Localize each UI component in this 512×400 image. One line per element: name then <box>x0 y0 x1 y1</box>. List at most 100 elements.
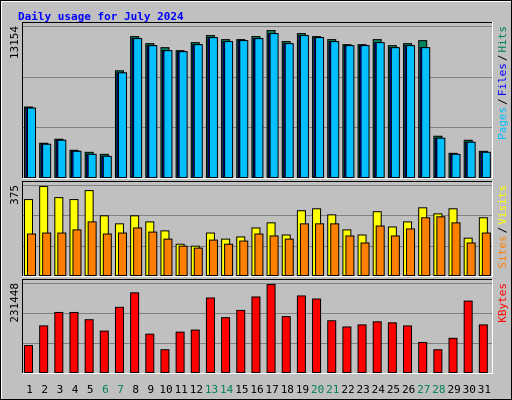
bar <box>315 37 325 179</box>
bar <box>357 324 367 373</box>
x-tick-label: 27 <box>417 383 430 396</box>
bar <box>148 45 158 178</box>
bar <box>327 320 337 374</box>
bar <box>133 227 143 276</box>
bar <box>281 316 291 373</box>
legend-separator: / <box>496 98 509 105</box>
x-tick-label: 12 <box>190 383 203 396</box>
bar <box>72 229 82 277</box>
x-tick-label: 26 <box>402 383 415 396</box>
bar <box>299 35 309 178</box>
bar <box>375 225 385 276</box>
bar <box>221 317 231 373</box>
bar <box>57 139 67 178</box>
bar <box>102 233 112 277</box>
chart-title: Daily usage for July 2024 <box>18 10 184 23</box>
bar <box>208 37 218 179</box>
bar <box>451 222 461 276</box>
bar <box>254 233 264 277</box>
legend-entry: Pages <box>496 107 509 140</box>
bar <box>117 72 127 178</box>
bar <box>69 311 79 373</box>
bar <box>102 155 112 179</box>
bar <box>448 337 458 374</box>
bar <box>178 245 188 277</box>
bar <box>463 300 473 373</box>
x-tick-label: 5 <box>87 383 94 396</box>
x-tick-label: 17 <box>266 383 279 396</box>
bar <box>239 240 249 276</box>
x-tick-label: 3 <box>57 383 64 396</box>
bar <box>451 153 461 178</box>
bar <box>390 235 400 277</box>
bar <box>130 292 140 373</box>
bar <box>372 321 382 373</box>
bar <box>360 45 370 178</box>
bar <box>433 349 443 374</box>
x-tick-label: 4 <box>72 383 79 396</box>
bar <box>54 311 64 373</box>
bar <box>99 330 109 373</box>
bar <box>190 329 200 373</box>
bar <box>87 153 97 178</box>
y-tick-label: 13154 <box>8 26 21 59</box>
x-tick-label: 29 <box>447 383 460 396</box>
bar <box>315 223 325 277</box>
bar <box>481 232 491 276</box>
bar <box>72 150 82 179</box>
legend-entry: Hits <box>496 26 509 53</box>
x-tick-label: 9 <box>148 383 155 396</box>
bar <box>39 325 49 374</box>
bar <box>330 41 340 179</box>
bar <box>466 141 476 179</box>
x-tick-label: 16 <box>250 383 263 396</box>
y-tick-label: 231448 <box>8 283 21 323</box>
legend-entry: Sites <box>496 235 509 268</box>
bar <box>24 345 33 374</box>
bar <box>160 349 170 374</box>
x-tick-label: 24 <box>372 383 386 396</box>
legend: KBytes <box>496 283 509 323</box>
bar <box>406 45 416 178</box>
bar <box>114 306 124 374</box>
bar <box>57 232 67 276</box>
bar <box>239 40 249 179</box>
bar <box>406 228 416 276</box>
x-tick-label: 13 <box>205 383 218 396</box>
bar <box>224 41 234 179</box>
y-tick-label: 375 <box>8 185 21 205</box>
bar <box>42 143 52 178</box>
bar <box>284 43 294 178</box>
bar <box>269 235 279 277</box>
bar <box>421 217 431 277</box>
bar <box>251 296 261 374</box>
bar <box>148 231 158 276</box>
bar <box>330 223 340 277</box>
bar <box>345 45 355 178</box>
legend-separator: / <box>496 227 509 234</box>
bar <box>284 238 294 276</box>
bar <box>205 297 215 373</box>
bar <box>418 341 428 373</box>
legend-entry: Visits <box>496 185 509 225</box>
legend-separator: / <box>496 55 509 62</box>
x-tick-label: 15 <box>235 383 248 396</box>
bar <box>481 151 491 178</box>
bar <box>133 38 143 178</box>
bar <box>390 47 400 178</box>
legend: Sites/ Visits <box>496 185 509 269</box>
bar <box>163 50 173 178</box>
bar <box>145 333 155 373</box>
bar <box>269 33 279 179</box>
x-tick-label: 25 <box>387 383 400 396</box>
bar <box>375 42 385 178</box>
x-tick-label: 19 <box>296 383 309 396</box>
legend: Pages/Files/Hits <box>496 26 509 140</box>
bar <box>84 319 94 374</box>
x-tick-label: 30 <box>463 383 476 396</box>
bar <box>345 235 355 277</box>
bar <box>387 322 397 373</box>
bar <box>436 216 446 276</box>
bar <box>87 221 97 276</box>
